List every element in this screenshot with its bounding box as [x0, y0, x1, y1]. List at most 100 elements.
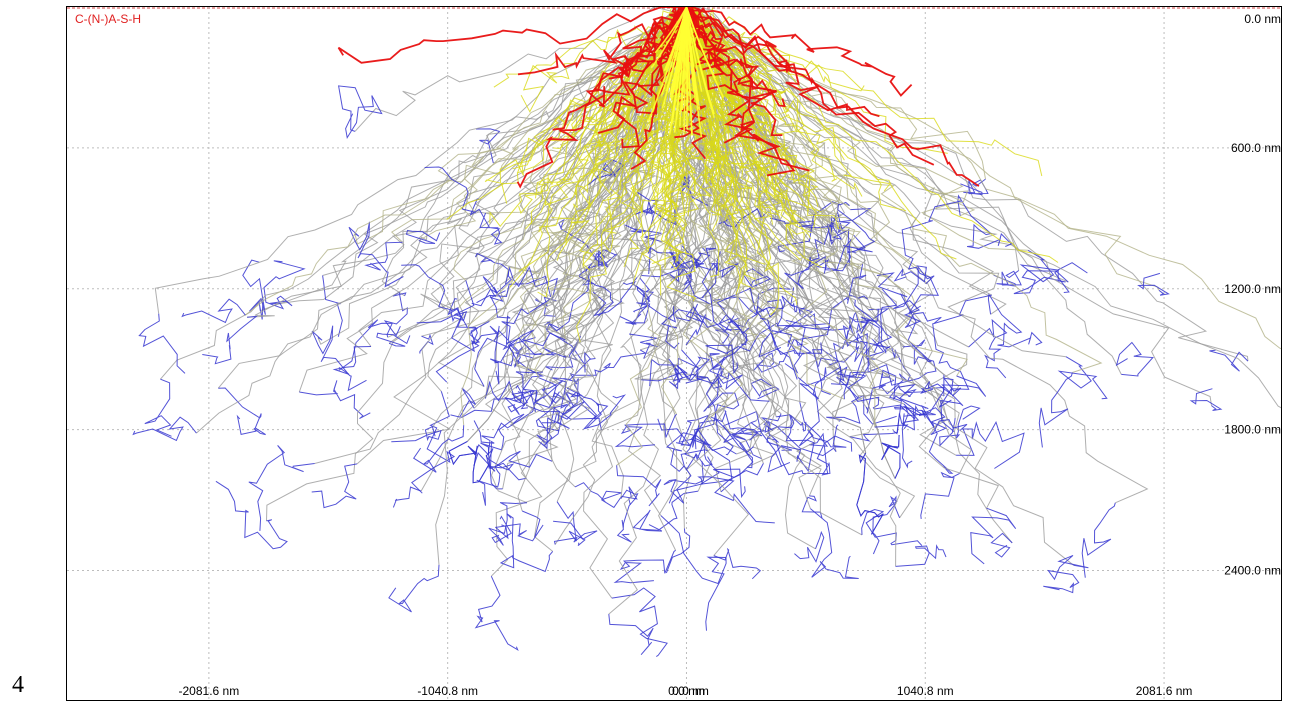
blue-trajectory-tail	[794, 530, 825, 563]
y-tick-label-0: 0.0 nm	[1244, 12, 1281, 26]
yellow-trajectory	[686, 7, 957, 260]
olive-trajectory	[354, 7, 687, 245]
blue-trajectory-tail	[616, 465, 662, 507]
yellow-core-trajectory	[647, 7, 688, 122]
blue-trajectory-tail	[920, 471, 960, 519]
blue-trajectory-tail	[918, 374, 968, 436]
blue-trajectory-tail	[435, 280, 480, 383]
blue-trajectory-tail	[338, 319, 393, 371]
blue-trajectory-tail	[759, 317, 823, 356]
blue-trajectory-tail	[758, 299, 806, 358]
blue-trajectory-tail	[489, 295, 543, 356]
gray-trajectory	[154, 7, 687, 314]
blue-trajectory-tail	[1081, 502, 1116, 578]
red-trajectory	[685, 7, 935, 166]
blue-trajectory-tail	[469, 198, 503, 245]
blue-trajectory-tail	[826, 394, 897, 425]
blue-trajectory-tail	[795, 294, 868, 346]
blue-trajectory-tail	[872, 495, 901, 555]
blue-trajectory-tail	[470, 320, 518, 364]
blue-trajectory-tail	[799, 402, 853, 476]
blue-trajectory-tail	[311, 463, 358, 509]
page-number: 4	[12, 672, 24, 698]
blue-trajectory-tail	[865, 373, 886, 414]
blue-trajectory-tail	[616, 489, 639, 543]
blue-trajectory-tail	[475, 128, 501, 164]
blue-trajectory-tail	[881, 434, 901, 479]
blue-trajectory-tail	[861, 508, 923, 546]
blue-trajectory-tail	[608, 614, 654, 656]
blue-trajectory-tail	[901, 200, 962, 314]
blue-trajectory-tail	[132, 416, 197, 442]
blue-trajectory-tail	[710, 409, 759, 441]
blue-trajectory-tail	[332, 346, 372, 375]
red-trajectory	[517, 7, 687, 76]
blue-trajectory-tail	[713, 547, 762, 580]
blue-trajectory-tail	[784, 255, 827, 290]
blue-trajectory-tail	[829, 323, 885, 366]
blue-trajectory-tail	[750, 378, 780, 400]
blue-trajectory-tail	[810, 508, 859, 579]
blue-trajectory-tail	[474, 337, 545, 410]
x-tick-label-3: 1040.8 nm	[897, 684, 954, 698]
olive-trajectory	[686, 7, 850, 207]
olive-trajectory	[686, 7, 1160, 291]
blue-trajectory-tail	[412, 425, 465, 473]
blue-trajectory-tail	[714, 442, 775, 524]
y-tick-label-4: 2400.0 nm	[1224, 564, 1281, 578]
blue-trajectory-tail	[401, 264, 453, 311]
blue-trajectory-tail	[546, 265, 592, 332]
blue-trajectory-tail	[968, 318, 1008, 379]
blue-trajectory-tail	[763, 420, 837, 457]
blue-trajectory-tail	[785, 319, 853, 348]
blue-trajectory-tail	[893, 265, 935, 285]
plot-title: C-(N-)A-S-H	[75, 12, 141, 26]
blue-trajectory-tail	[960, 178, 989, 196]
blue-trajectory-tail	[553, 520, 598, 545]
blue-trajectory-tail	[708, 321, 770, 402]
blue-trajectory-tail	[144, 378, 172, 437]
blue-trajectory-tail	[511, 377, 560, 409]
blue-trajectory-tail	[624, 185, 659, 234]
blue-trajectory-tail	[391, 426, 442, 443]
blue-trajectory-tail	[474, 575, 519, 652]
yellow-trajectory	[556, 7, 687, 261]
blue-trajectory-tail	[419, 333, 434, 354]
y-tick-label-1: 600.0 nm	[1231, 141, 1281, 155]
blue-trajectory-tail	[830, 339, 937, 386]
red-trajectory	[552, 7, 688, 131]
y-tick-label-3: 1800.0 nm	[1224, 423, 1281, 437]
blue-trajectory-tail	[1043, 554, 1089, 594]
blue-trajectory-tail	[405, 229, 441, 244]
x-tick-label-overlap: 0.0 nm	[672, 684, 709, 698]
blue-trajectory-tail	[881, 434, 901, 479]
blue-trajectory-tail	[578, 275, 614, 317]
blue-trajectory-tail	[801, 495, 823, 519]
blue-trajectory-tail	[476, 450, 553, 506]
blue-trajectory-tail	[1115, 341, 1154, 377]
blue-trajectory-tail	[679, 174, 709, 206]
blue-trajectory-tail	[388, 564, 440, 613]
yellow-trajectory	[602, 7, 687, 234]
yellow-trajectory	[535, 7, 687, 199]
blue-trajectory-tail	[956, 420, 1025, 469]
blue-trajectory-tail	[893, 267, 942, 329]
blue-trajectory-tail	[450, 387, 477, 418]
red-trajectory	[685, 7, 880, 118]
blue-trajectory-tail	[614, 414, 677, 448]
blue-trajectory-tail	[1137, 272, 1170, 296]
blue-trajectory-tail	[337, 85, 383, 139]
blue-trajectory-tail	[473, 420, 527, 481]
blue-trajectory-tail	[566, 387, 602, 429]
blue-trajectory-tail	[672, 365, 720, 412]
blue-trajectory-tail	[138, 313, 186, 374]
blue-trajectory-tail	[705, 352, 725, 377]
blue-trajectory-tail	[901, 403, 920, 469]
blue-trajectory-tail	[880, 288, 898, 354]
plot-canvas: C-(N-)A-S-H 0.0 nm 600.0 nm 1200.0 nm 1800.0…	[67, 7, 1281, 700]
blue-trajectory-tail	[215, 480, 288, 550]
blue-trajectory-tail	[495, 510, 544, 542]
blue-trajectory-tail	[895, 544, 947, 567]
blue-trajectory-tail	[582, 394, 627, 430]
blue-trajectory-tail	[705, 339, 757, 375]
